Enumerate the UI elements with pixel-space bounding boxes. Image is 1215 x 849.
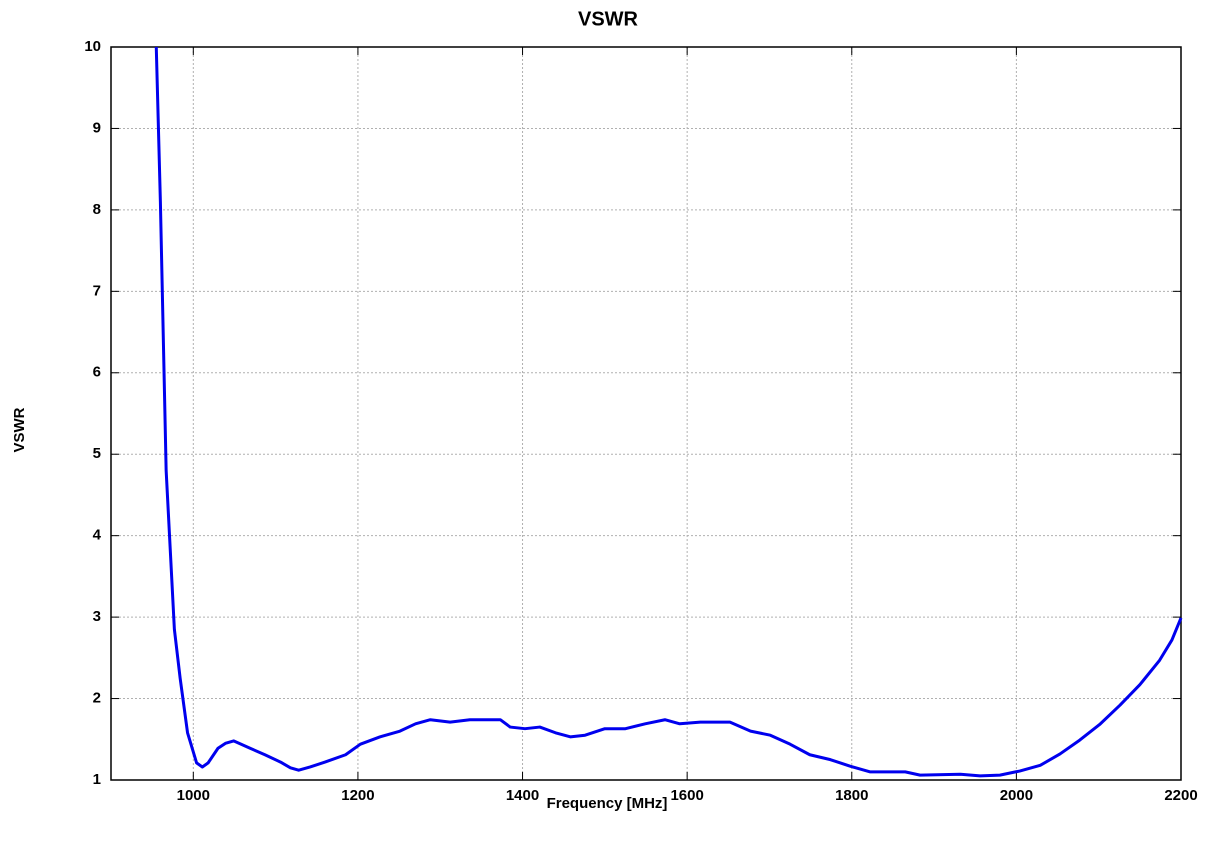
y-tick-label: 10 (84, 38, 101, 55)
y-tick-label: 7 (93, 282, 101, 299)
x-tick-label: 2000 (1000, 787, 1033, 804)
x-tick-label: 1200 (341, 787, 374, 804)
y-tick-label: 1 (93, 771, 101, 788)
x-tick-label: 1000 (177, 787, 210, 804)
x-tick-label: 1600 (670, 787, 703, 804)
plot-frame (110, 46, 1182, 781)
y-tick-label: 9 (93, 119, 101, 136)
y-tick-label: 5 (93, 445, 101, 462)
y-tick-label: 2 (93, 690, 101, 707)
y-axis-label: VSWR (11, 407, 28, 452)
y-tick-label: 6 (93, 364, 101, 381)
chart-title: VSWR (578, 8, 639, 30)
x-axis-label: Frequency [MHz] (547, 795, 668, 812)
y-tick-label: 8 (93, 201, 101, 218)
y-tick-label: 4 (93, 527, 102, 544)
y-tick-label: 3 (93, 608, 101, 625)
x-tick-label: 2200 (1164, 787, 1197, 804)
x-tick-label: 1800 (835, 787, 868, 804)
data-line (154, 46, 1183, 778)
x-tick-label: 1400 (506, 787, 539, 804)
